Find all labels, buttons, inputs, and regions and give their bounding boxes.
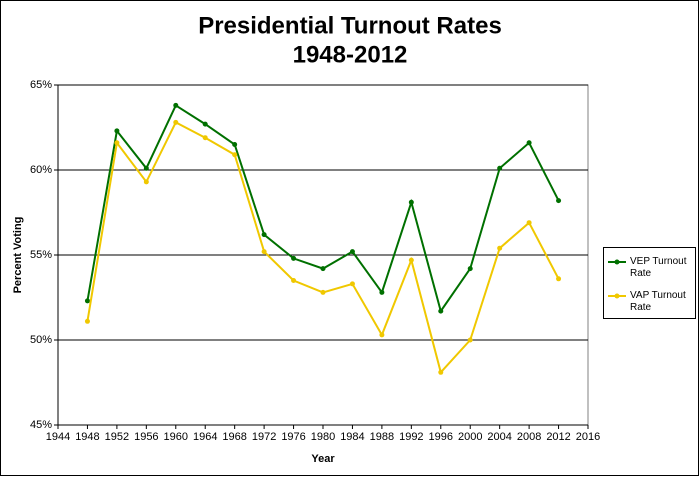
legend-marker bbox=[614, 259, 620, 265]
x-tick-label: 1988 bbox=[370, 431, 394, 443]
x-tick-label: 1964 bbox=[193, 431, 217, 443]
x-tick-label: 1948 bbox=[75, 431, 99, 443]
data-point bbox=[497, 165, 503, 171]
x-tick-label: 1968 bbox=[222, 431, 246, 443]
data-point bbox=[379, 289, 385, 295]
chart-subtitle: 1948-2012 bbox=[293, 41, 408, 68]
data-point bbox=[408, 199, 414, 205]
data-point bbox=[467, 266, 473, 272]
y-tick-label: 50% bbox=[30, 334, 52, 346]
x-tick-label: 2008 bbox=[517, 431, 541, 443]
data-point bbox=[408, 257, 414, 263]
x-tick-label: 1944 bbox=[46, 431, 70, 443]
data-point bbox=[143, 179, 149, 185]
y-tick-label: 60% bbox=[30, 164, 52, 176]
x-tick-label: 2004 bbox=[487, 431, 511, 443]
data-point bbox=[202, 135, 208, 141]
y-tick-label: 65% bbox=[30, 79, 52, 91]
x-tick-label: 2016 bbox=[576, 431, 600, 443]
y-axis-title: Percent Voting bbox=[12, 217, 24, 294]
data-point bbox=[261, 249, 267, 255]
data-point bbox=[349, 249, 355, 255]
data-point bbox=[173, 119, 179, 125]
data-point bbox=[291, 255, 297, 261]
x-axis-title: Year bbox=[311, 453, 335, 465]
x-tick-label: 1984 bbox=[340, 431, 364, 443]
data-point bbox=[467, 337, 473, 343]
legend-label: VAP Turnout Rate bbox=[630, 290, 686, 313]
data-point bbox=[438, 308, 444, 314]
chart-title: Presidential Turnout Rates bbox=[198, 12, 502, 39]
x-tick-label: 1980 bbox=[311, 431, 335, 443]
legend-box bbox=[603, 247, 696, 319]
x-tick-label: 1972 bbox=[252, 431, 276, 443]
data-point bbox=[556, 276, 562, 282]
data-point bbox=[379, 332, 385, 338]
x-tick-label: 1952 bbox=[105, 431, 129, 443]
x-tick-label: 1960 bbox=[164, 431, 188, 443]
data-point bbox=[526, 140, 532, 146]
data-point bbox=[232, 142, 238, 147]
x-tick-label: 2012 bbox=[546, 431, 570, 443]
data-point bbox=[143, 165, 149, 171]
data-point bbox=[497, 245, 503, 251]
data-point bbox=[173, 102, 179, 108]
x-tick-label: 1992 bbox=[399, 431, 423, 443]
data-point bbox=[320, 289, 326, 295]
legend-label: VEP Turnout Rate bbox=[630, 256, 687, 279]
x-tick-label: 1956 bbox=[134, 431, 158, 443]
data-point bbox=[526, 220, 532, 226]
y-tick-label: 45% bbox=[30, 419, 52, 431]
x-tick-label: 1996 bbox=[429, 431, 453, 443]
y-tick-label: 55% bbox=[30, 249, 52, 261]
data-point bbox=[438, 369, 444, 375]
x-tick-label: 2000 bbox=[458, 431, 482, 443]
data-point bbox=[114, 140, 120, 146]
data-point bbox=[556, 198, 562, 204]
data-point bbox=[232, 152, 238, 158]
data-point bbox=[84, 298, 90, 304]
data-point bbox=[320, 266, 326, 272]
x-tick-label: 1976 bbox=[281, 431, 305, 443]
data-point bbox=[261, 232, 267, 238]
data-point bbox=[291, 278, 297, 283]
data-point bbox=[84, 318, 90, 324]
data-point bbox=[202, 121, 208, 127]
legend-marker bbox=[614, 293, 620, 299]
data-point bbox=[349, 281, 355, 287]
data-point bbox=[114, 128, 120, 134]
